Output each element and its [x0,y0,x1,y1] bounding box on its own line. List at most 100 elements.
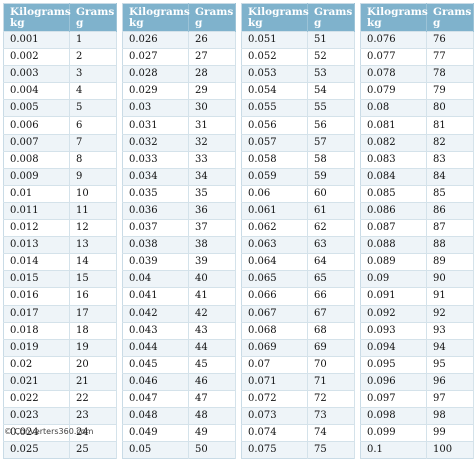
grams-cell: 38 [188,236,236,254]
kilograms-cell: 0.066 [241,287,308,305]
grams-cell: 36 [188,201,236,220]
table-row: 0.085 85 [360,184,474,203]
table-row: 0.009 9 [3,167,117,186]
grams-cell: 4 [69,82,117,100]
grams-cell: 99 [426,424,474,442]
kilograms-cell: 0.079 [360,82,427,100]
grams-cell: 82 [426,133,474,152]
kilograms-cell: 0.086 [360,201,427,220]
grams-cell: 22 [69,389,117,408]
table-row: 0.014 14 [3,253,117,271]
grams-cell: 33 [188,150,236,169]
grams-cell: 63 [307,236,355,254]
grams-cell: 97 [426,389,474,408]
kilograms-cell: 0.078 [360,65,427,83]
grams-cell: 44 [188,338,236,357]
grams-cell: 53 [307,65,355,83]
grams-cell: 89 [426,253,474,271]
table-row: 0.027 27 [122,48,236,66]
kilograms-cell: 0.071 [241,372,308,391]
grams-cell: 26 [188,30,236,49]
table-row: 0.026 26 [122,30,236,49]
kilograms-cell: 0.077 [360,48,427,66]
table-row: 0.02 20 [3,355,117,374]
table-row: 0.069 69 [241,338,355,357]
grams-cell: 84 [426,167,474,186]
kilograms-cell: 0.01 [3,184,70,203]
grams-cell: 56 [307,116,355,135]
grams-cell: 11 [69,201,117,220]
grams-header: Grams g [188,3,236,32]
kilograms-cell: 0.011 [3,201,70,220]
kilograms-cell: 0.049 [122,424,189,442]
table-row: 0.09 90 [360,270,474,288]
grams-cell: 49 [188,424,236,442]
kilograms-cell: 0.074 [241,424,308,442]
grams-cell: 45 [188,355,236,374]
grams-cell: 91 [426,287,474,305]
grams-cell: 2 [69,48,117,66]
grams-cell: 86 [426,201,474,220]
table-row: 0.001 1 [3,30,117,49]
grams-cell: 42 [188,304,236,323]
table-row: 0.058 58 [241,150,355,169]
table-row: 0.061 61 [241,201,355,220]
grams-cell: 88 [426,236,474,254]
kilograms-cell: 0.083 [360,150,427,169]
table-row: 0.018 18 [3,321,117,340]
table-row: 0.033 33 [122,150,236,169]
kilograms-cell: 0.096 [360,372,427,391]
table-row: 0.053 53 [241,65,355,83]
table-row: 0.021 21 [3,372,117,391]
grams-cell: 69 [307,338,355,357]
kilograms-cell: 0.045 [122,355,189,374]
kilograms-cell: 0.027 [122,48,189,66]
grams-header: Grams g [307,3,355,32]
kilograms-cell: 0.089 [360,253,427,271]
grams-cell: 55 [307,99,355,117]
kilograms-cell: 0.08 [360,99,427,117]
kilograms-cell: 0.016 [3,287,70,305]
grams-cell: 13 [69,236,117,254]
table-row: 0.074 74 [241,424,355,442]
table-row: 0.019 19 [3,338,117,357]
grams-cell: 1 [69,30,117,49]
kilograms-cell: 0.003 [3,65,70,83]
kilograms-cell: 0.036 [122,201,189,220]
table-row: 0.01 10 [3,184,117,203]
grams-cell: 47 [188,389,236,408]
kilograms-cell: 0.018 [3,321,70,340]
conversion-tables: Kilograms kg Grams g 0.001 1 0.002 2 0.003 3 0.0… [3,3,474,459]
kilograms-cell: 0.1 [360,441,427,459]
kilograms-cell: 0.088 [360,236,427,254]
grams-cell: 32 [188,133,236,152]
table-row: 0.08 80 [360,99,474,117]
grams-cell: 39 [188,253,236,271]
kilograms-cell: 0.069 [241,338,308,357]
grams-cell: 30 [188,99,236,117]
grams-cell: 71 [307,372,355,391]
grams-cell: 80 [426,99,474,117]
grams-cell: 40 [188,270,236,288]
table-row: 0.083 83 [360,150,474,169]
kilograms-cell: 0.052 [241,48,308,66]
grams-cell: 72 [307,389,355,408]
grams-cell: 43 [188,321,236,340]
table-row: 0.057 57 [241,133,355,152]
table-row: 0.052 52 [241,48,355,66]
grams-cell: 35 [188,184,236,203]
grams-cell: 73 [307,407,355,425]
kilograms-cell: 0.008 [3,150,70,169]
table-row: 0.039 39 [122,253,236,271]
table-header-row: Kilograms kg Grams g [241,3,355,32]
table-row: 0.086 86 [360,201,474,220]
grams-cell: 16 [69,287,117,305]
grams-cell: 31 [188,116,236,135]
kilograms-cell: 0.051 [241,30,308,49]
grams-cell: 15 [69,270,117,288]
kilograms-cell: 0.028 [122,65,189,83]
grams-cell: 17 [69,304,117,323]
grams-cell: 64 [307,253,355,271]
grams-cell: 96 [426,372,474,391]
table-header-row: Kilograms kg Grams g [3,3,117,32]
